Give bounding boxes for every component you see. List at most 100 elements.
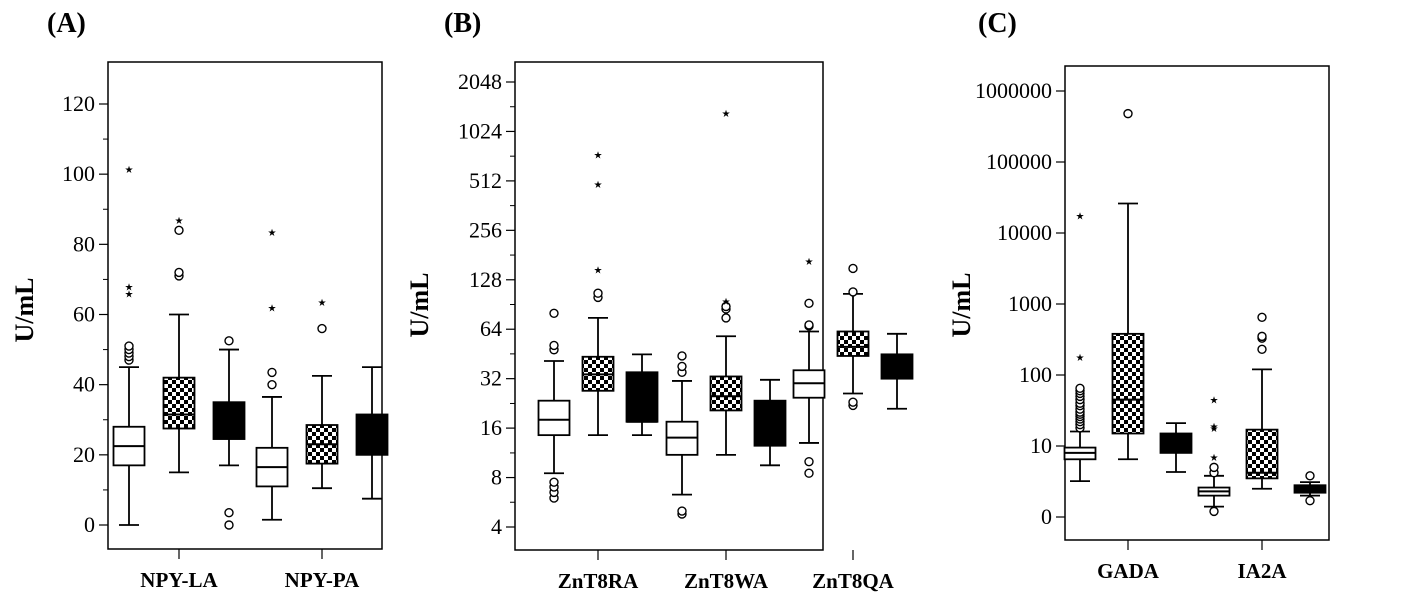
y-tick-label: 100: [62, 161, 95, 186]
outlier-point: [804, 468, 814, 478]
outlier-point: [677, 361, 687, 372]
extreme-point: ⋆: [1208, 414, 1221, 438]
x-category-label: NPY-PA: [285, 568, 360, 592]
outlier-point: [804, 456, 814, 467]
outlier-point: [804, 298, 814, 309]
outlier-point: [1075, 383, 1085, 393]
y-tick-label: 64: [480, 316, 502, 341]
extreme-point: ⋆: [1074, 345, 1087, 369]
extreme-point: ⋆: [173, 208, 186, 232]
panel-label: (B): [444, 8, 481, 39]
y-tick-label: 80: [73, 231, 95, 256]
extreme-point: ⋆: [1208, 416, 1221, 440]
box-body: [709, 375, 743, 412]
outlier-point: [224, 508, 234, 518]
box-body: [625, 371, 659, 423]
extreme-point: ⋆: [1208, 388, 1221, 412]
box-checker: ⋆ ⋆ ⋆: [581, 143, 615, 437]
box-white: [537, 308, 571, 503]
y-tick-label: 2048: [458, 69, 502, 94]
extreme-point: ⋆: [266, 295, 279, 319]
y-axis-label: U/mL: [10, 278, 39, 343]
x-category-label: ZnT8QA: [812, 569, 895, 593]
extreme-point: ⋆: [123, 281, 136, 305]
x-category-label: ZnT8RA: [558, 569, 639, 593]
box-body: [212, 401, 246, 440]
outlier-point: [224, 336, 234, 346]
outlier-point: [174, 225, 184, 236]
plot-frame: [107, 61, 383, 550]
box-checker: [1245, 312, 1279, 490]
box-body: [537, 399, 571, 437]
extreme-point: ⋆: [720, 289, 733, 313]
y-tick-label: 1000000: [975, 78, 1052, 103]
panel-label: (A): [47, 8, 86, 39]
box-checker: [1111, 108, 1145, 461]
extreme-point: ⋆: [1074, 204, 1087, 228]
plot-frame: [514, 61, 824, 551]
y-tick-label: 100: [1019, 362, 1052, 387]
outlier-point: [848, 287, 858, 297]
outlier-point: [549, 477, 559, 487]
box-black: [355, 366, 389, 500]
y-tick-label: 20: [73, 442, 95, 467]
outlier-point: [317, 323, 327, 334]
box-body: [880, 353, 914, 380]
extreme-point: ⋆: [592, 172, 605, 196]
panel-b: (B) U/mL 4 8 16 32 64 128 256 512 1024 2048 ZnT8RA…: [405, 8, 914, 593]
box-white: ⋆⋆: [1063, 204, 1097, 483]
y-tick-label: 120: [62, 91, 95, 116]
y-tick-label: 60: [73, 302, 95, 327]
y-tick-label: 256: [469, 217, 502, 242]
y-tick-label: 0: [84, 512, 95, 537]
outlier-point: [124, 341, 134, 351]
y-tick-label: 1024: [458, 118, 502, 143]
plot-frame: [1064, 65, 1330, 541]
extreme-point: ⋆: [316, 290, 329, 314]
outlier-point: [174, 267, 184, 278]
box-body: [836, 330, 870, 357]
outlier-point: [1305, 471, 1315, 481]
x-category-label: NPY-LA: [140, 568, 218, 592]
outlier-point: [1257, 331, 1267, 342]
y-tick-label: 8: [491, 465, 502, 490]
box-white: ⋆⋆⋆: [112, 157, 146, 526]
box-black: [1159, 422, 1193, 473]
outlier-point: [224, 520, 234, 530]
outlier-point: [804, 320, 814, 330]
extreme-point: ⋆: [123, 157, 136, 181]
x-category-label: ZnT8WA: [684, 569, 769, 593]
box-black: [1293, 471, 1327, 506]
outlier-point: [593, 288, 603, 298]
box-white: ⋆⋆⋆⋆: [1197, 388, 1231, 517]
extreme-point: ⋆: [720, 101, 733, 125]
extreme-point: ⋆: [592, 257, 605, 281]
y-axis-label: U/mL: [405, 273, 434, 338]
box-checker: ⋆: [305, 290, 339, 490]
outlier-point: [848, 263, 858, 274]
extreme-point: ⋆: [123, 274, 136, 298]
box-white: [665, 351, 699, 519]
outlier-point: [1257, 344, 1267, 355]
outlier-point: [549, 308, 559, 319]
box-black: [880, 332, 914, 410]
x-category-label: GADA: [1097, 559, 1160, 583]
outlier-point: [1209, 462, 1219, 473]
outlier-point: [848, 397, 858, 407]
extreme-point: ⋆: [592, 143, 605, 167]
panel-label: (C): [978, 8, 1017, 39]
y-tick-label: 32: [480, 366, 502, 391]
outlier-point: [1257, 312, 1267, 322]
y-tick-label: 512: [469, 168, 502, 193]
box-body: [162, 376, 196, 430]
extreme-point: ⋆: [1208, 445, 1221, 469]
outlier-point: [549, 340, 559, 351]
box-body: [753, 399, 787, 447]
extreme-point: ⋆: [266, 220, 279, 244]
y-tick-label: 4: [491, 514, 502, 539]
outlier-point: [1305, 495, 1315, 506]
y-tick-label: 1000: [1008, 291, 1052, 316]
x-category-label: IA2A: [1237, 559, 1287, 583]
outlier-point: [677, 506, 687, 516]
